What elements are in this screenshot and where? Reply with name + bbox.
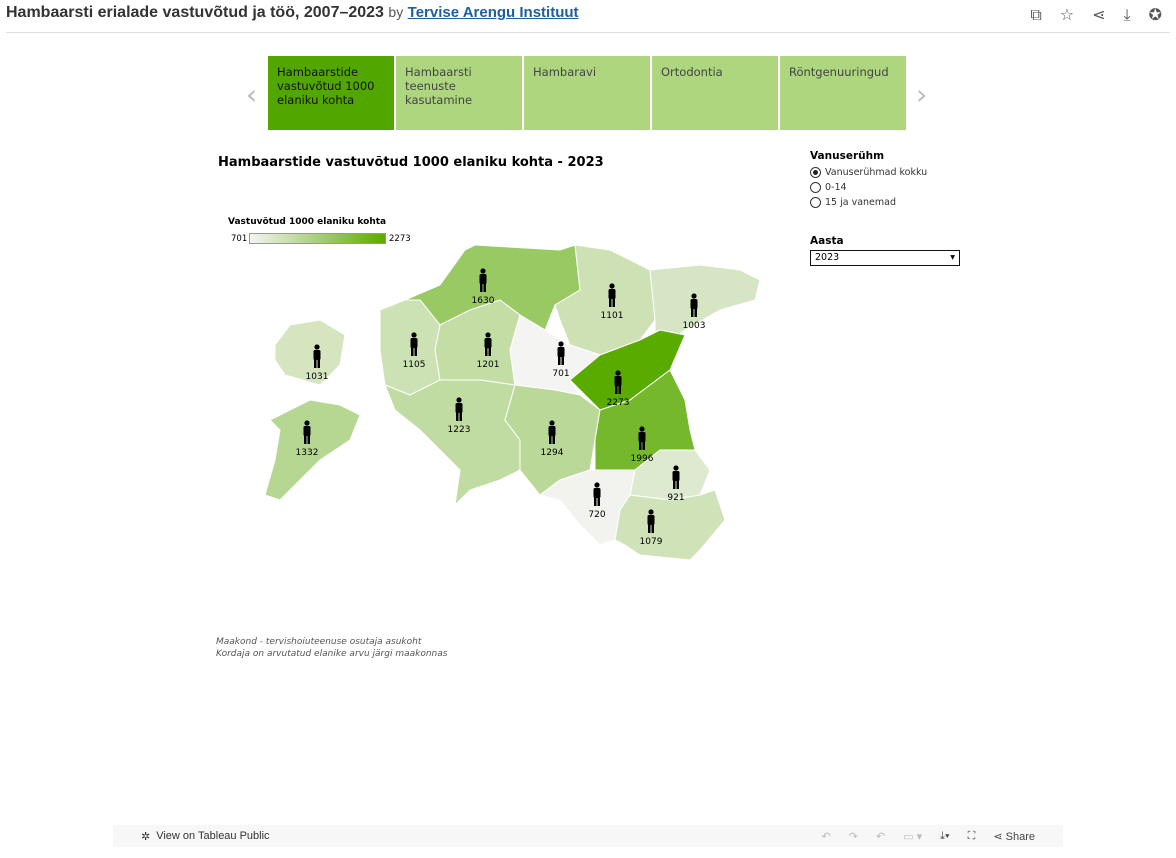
download-icon[interactable]: ⤓ bbox=[1123, 5, 1131, 24]
tab-teenuste-kasutamine[interactable]: Hambaarsti teenuste kasutamine bbox=[396, 56, 522, 130]
county-pärnu[interactable] bbox=[384, 379, 521, 507]
year-filter: Aasta 2023 ▾ bbox=[810, 235, 960, 266]
badge-icon[interactable]: ✪ bbox=[1148, 5, 1162, 24]
option-label: 15 ja vanemad bbox=[825, 197, 897, 208]
chart-title: Hambaarstide vastuvõtud 1000 elaniku koh… bbox=[218, 155, 604, 170]
year-value: 2023 bbox=[815, 252, 840, 263]
legend-gradient bbox=[249, 233, 386, 244]
person-icon bbox=[593, 482, 601, 506]
share-icon[interactable]: ⋖ bbox=[1092, 5, 1106, 24]
person-icon bbox=[313, 344, 321, 368]
pause-icon[interactable]: ▭ ▾ bbox=[903, 830, 923, 843]
radio-icon[interactable] bbox=[810, 182, 821, 193]
divider bbox=[6, 32, 1170, 33]
dropdown-arrow-icon: ▾ bbox=[950, 252, 955, 263]
county-hiiu[interactable] bbox=[274, 319, 346, 386]
radio-icon[interactable] bbox=[810, 167, 821, 178]
age-filter: Vanuserühm Vanuserühmad kokku 0-14 15 ja… bbox=[810, 150, 927, 210]
revert-icon[interactable]: ↶ bbox=[875, 830, 886, 843]
option-label: 0-14 bbox=[825, 182, 847, 193]
value-label-põlva: 921 bbox=[667, 493, 684, 503]
fullscreen-icon[interactable]: ⛶ bbox=[967, 829, 976, 842]
county-saare[interactable] bbox=[264, 399, 361, 501]
value-label-ida-viru: 1003 bbox=[683, 321, 706, 331]
person-icon bbox=[614, 370, 622, 394]
age-filter-title: Vanuserühm bbox=[810, 150, 885, 162]
workbook-title: Hambaarsti erialade vastuvõtud ja töö, 2… bbox=[6, 4, 384, 21]
value-label-valga: 720 bbox=[588, 510, 605, 520]
value-label-viljandi: 1294 bbox=[541, 448, 564, 458]
tabs-next-arrow[interactable]: › bbox=[916, 78, 928, 111]
radio-icon[interactable] bbox=[810, 197, 821, 208]
person-icon bbox=[647, 509, 655, 533]
value-label-harju: 1630 bbox=[472, 296, 495, 306]
person-icon bbox=[484, 332, 492, 356]
county-lääne[interactable] bbox=[379, 299, 441, 396]
value-label-rapla: 1201 bbox=[477, 360, 500, 370]
county-ida-viru[interactable] bbox=[649, 264, 761, 346]
person-icon bbox=[479, 268, 487, 292]
share-label: Share bbox=[1005, 830, 1035, 843]
view-on-tableau-button[interactable]: ✲ View on Tableau Public bbox=[141, 830, 270, 843]
person-icon bbox=[455, 397, 463, 421]
person-icon bbox=[672, 465, 680, 489]
tabs-prev-arrow[interactable]: ‹ bbox=[246, 78, 258, 111]
legend-min: 701 bbox=[231, 234, 248, 244]
legend-title: Vastuvõtud 1000 elaniku kohta bbox=[228, 217, 387, 227]
person-icon bbox=[608, 283, 616, 307]
legend-max: 2273 bbox=[389, 234, 411, 244]
value-label-pärnu: 1223 bbox=[448, 425, 471, 435]
value-label-jõgeva: 2273 bbox=[607, 398, 630, 408]
person-icon bbox=[690, 293, 698, 317]
person-icon bbox=[548, 420, 556, 444]
star-icon[interactable]: ☆ bbox=[1059, 5, 1075, 24]
tab-vastuvotud[interactable]: Hambaarstide vastuvõtud 1000 elaniku koh… bbox=[268, 56, 394, 130]
value-label-lääne-viru: 1101 bbox=[601, 311, 624, 321]
county-tartu[interactable] bbox=[594, 369, 696, 471]
person-icon bbox=[557, 341, 565, 365]
header: Hambaarsti erialade vastuvõtud ja töö, 2… bbox=[6, 4, 579, 22]
value-label-saare: 1332 bbox=[296, 448, 319, 458]
year-select[interactable]: 2023 ▾ bbox=[810, 250, 960, 266]
value-label-võru: 1079 bbox=[640, 537, 663, 547]
tableau-logo-icon: ✲ bbox=[141, 830, 151, 843]
view-label: View on Tableau Public bbox=[156, 829, 270, 842]
age-option-total[interactable]: Vanuserühmad kokku bbox=[810, 165, 927, 180]
option-label: Vanuserühmad kokku bbox=[825, 167, 928, 178]
value-label-tartu: 1996 bbox=[631, 454, 654, 464]
county-võru[interactable] bbox=[614, 489, 726, 561]
tableau-toolbar: ✲ View on Tableau Public ↶ ↷ ↶ ▭ ▾ ⤓▾ ⛶ ⋖… bbox=[113, 825, 1063, 847]
person-icon bbox=[638, 426, 646, 450]
copy-icon[interactable]: ⧉ bbox=[1030, 5, 1042, 24]
note-1: Maakond - tervishoiuteenuse osutaja asuk… bbox=[216, 637, 422, 647]
value-label-lääne: 1105 bbox=[403, 360, 426, 370]
year-filter-title: Aasta bbox=[810, 235, 844, 247]
notes: Maakond - tervishoiuteenuse osutaja asuk… bbox=[216, 636, 447, 660]
by-label: by bbox=[388, 4, 404, 20]
redo-icon[interactable]: ↷ bbox=[848, 830, 858, 843]
age-option-15plus[interactable]: 15 ja vanemad bbox=[810, 195, 927, 210]
note-2: Kordaja on arvutatud elanike arvu järgi … bbox=[216, 649, 448, 659]
person-icon bbox=[303, 420, 311, 444]
value-label-hiiu: 1031 bbox=[306, 372, 329, 382]
value-label-järva: 701 bbox=[552, 369, 569, 379]
person-icon bbox=[410, 332, 418, 356]
tab-hambaravi[interactable]: Hambaravi bbox=[524, 56, 650, 130]
download-icon[interactable]: ⤓▾ bbox=[940, 829, 950, 842]
age-option-0-14[interactable]: 0-14 bbox=[810, 180, 927, 195]
share-button[interactable]: ⋖ Share bbox=[993, 830, 1035, 843]
undo-icon[interactable]: ↶ bbox=[821, 830, 831, 843]
tab-ortodontia[interactable]: Ortodontia bbox=[652, 56, 778, 130]
author-link[interactable]: Tervise Arengu Instituut bbox=[407, 4, 579, 21]
tab-rontgenuuringud[interactable]: Röntgenuuringud bbox=[780, 56, 906, 130]
